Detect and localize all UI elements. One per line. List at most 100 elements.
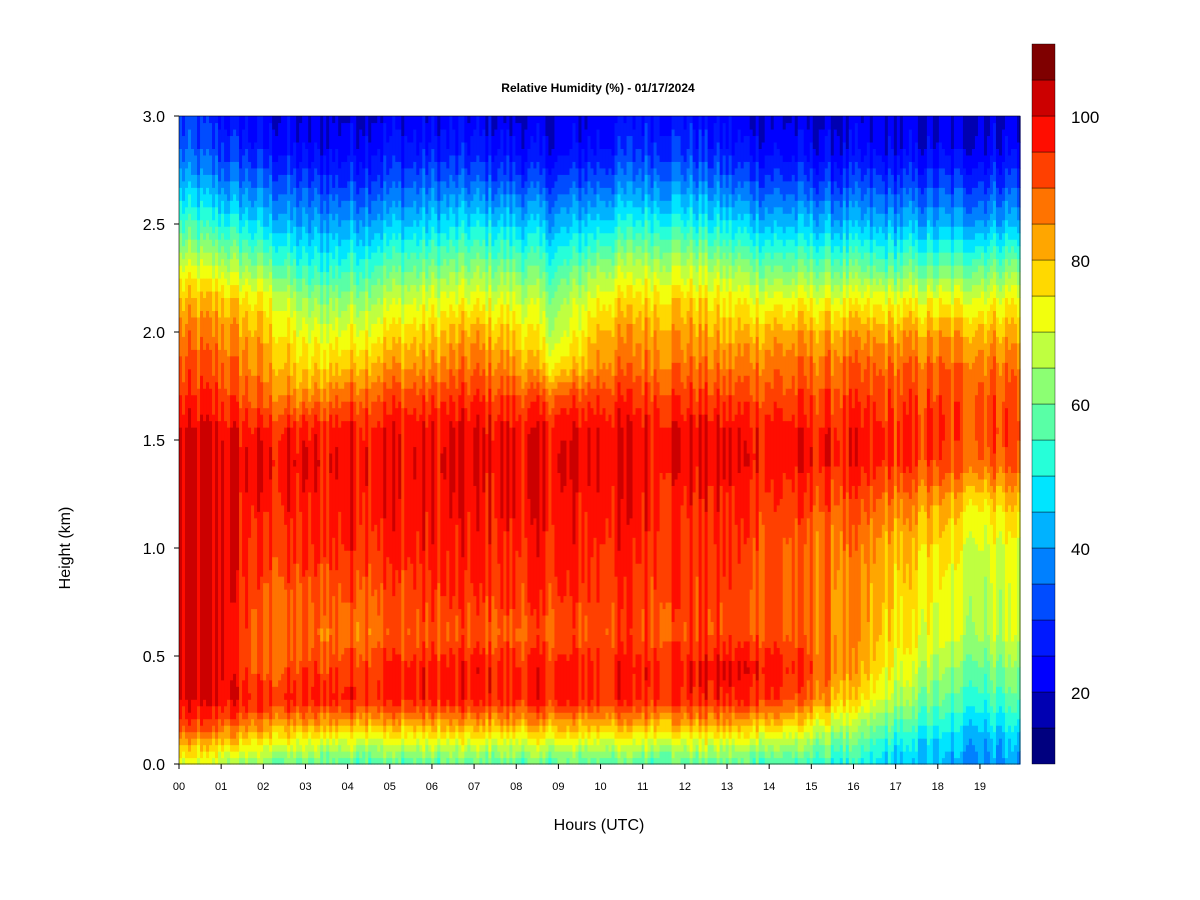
heatmap-cell [623, 725, 628, 739]
heatmap-cell [224, 252, 228, 266]
heatmap-cell [506, 744, 510, 759]
heatmap-cell [185, 718, 189, 733]
heatmap-cell [611, 116, 616, 156]
heatmap-cell [371, 647, 375, 707]
heatmap-cell [284, 589, 288, 668]
heatmap-cell [200, 167, 204, 188]
heatmap-cell [326, 744, 330, 752]
heatmap-cell [404, 569, 408, 661]
heatmap-cell [311, 375, 315, 396]
heatmap-cell [326, 174, 330, 195]
heatmap-cell [608, 116, 613, 149]
heatmap-cell [701, 751, 706, 759]
heatmap-cell [404, 388, 408, 409]
heatmap-cell [719, 232, 724, 247]
heatmap-cell [545, 388, 550, 402]
heatmap-cell [203, 420, 207, 700]
heatmap-cell [716, 757, 721, 765]
heatmap-cell [614, 239, 619, 253]
heatmap-cell [545, 362, 550, 376]
heatmap-cell [302, 401, 306, 415]
heatmap-cell [641, 731, 646, 739]
heatmap-cell [563, 368, 568, 383]
heatmap-cell [236, 686, 240, 700]
heatmap-cell [566, 394, 571, 415]
heatmap-cell [401, 388, 405, 409]
heatmap-cell [281, 154, 285, 175]
heatmap-cell [572, 381, 577, 396]
heatmap-cell [740, 167, 745, 188]
heatmap-cell [395, 744, 399, 752]
heatmap-cell [308, 206, 312, 234]
heatmap-cell [677, 239, 682, 253]
heatmap-cell [416, 278, 420, 292]
heatmap-cell [200, 757, 204, 765]
heatmap-cell [446, 187, 450, 208]
heatmap-cell [473, 718, 477, 733]
heatmap-cell [206, 381, 210, 415]
heatmap-cell [677, 394, 682, 428]
heatmap-cell [299, 660, 303, 713]
heatmap-cell [194, 206, 198, 221]
heatmap-cell [419, 116, 423, 143]
heatmap-cell [269, 284, 273, 299]
heatmap-cell [710, 485, 715, 623]
heatmap-cell [509, 355, 513, 376]
heatmap-cell [569, 705, 574, 713]
heatmap-cell [446, 621, 450, 642]
heatmap-cell [200, 705, 204, 726]
heatmap-cell [323, 718, 327, 733]
heatmap-cell [224, 738, 228, 746]
heatmap-cell [266, 187, 270, 208]
heatmap-cell [476, 154, 480, 175]
heatmap-cell [683, 744, 688, 759]
heatmap-cell [302, 491, 306, 577]
heatmap-cell [713, 543, 718, 648]
heatmap-cell [332, 712, 336, 720]
heatmap-cell [497, 187, 501, 208]
heatmap-cell [239, 232, 243, 253]
heatmap-cell [596, 751, 601, 765]
heatmap-cell [461, 725, 465, 733]
heatmap-cell [629, 712, 634, 726]
heatmap-cell [713, 718, 718, 726]
heatmap-cell [689, 206, 694, 227]
heatmap-cell [182, 310, 186, 337]
heatmap-cell [722, 731, 727, 739]
heatmap-cell [695, 167, 700, 188]
heatmap-cell [362, 388, 366, 409]
heatmap-cell [479, 699, 483, 713]
heatmap-cell [179, 744, 183, 759]
heatmap-cell [740, 355, 745, 383]
heatmap-cell [335, 446, 339, 480]
heatmap-cell [542, 271, 547, 292]
heatmap-cell [548, 712, 553, 720]
heatmap-cell [659, 472, 664, 603]
heatmap-cell [623, 751, 628, 759]
heatmap-cell [215, 265, 219, 279]
heatmap-cell [284, 213, 288, 234]
heatmap-cell [572, 232, 577, 247]
heatmap-cell [560, 154, 565, 175]
heatmap-cell [434, 161, 438, 182]
heatmap-cell [329, 232, 333, 253]
heatmap-cell [533, 401, 538, 428]
heatmap-cell [461, 252, 465, 266]
heatmap-cell [638, 206, 643, 221]
heatmap-cell [368, 563, 372, 629]
heatmap-cell [461, 278, 465, 299]
heatmap-cell [620, 310, 625, 337]
heatmap-cell [398, 751, 402, 765]
heatmap-cell [422, 375, 426, 396]
heatmap-cell [506, 349, 510, 376]
heatmap-cell [638, 712, 643, 720]
heatmap-cell [464, 232, 468, 247]
heatmap-cell [749, 731, 754, 739]
heatmap-cell [689, 193, 694, 208]
heatmap-cell [272, 200, 276, 221]
heatmap-cell [503, 303, 507, 324]
heatmap-cell [332, 537, 336, 597]
heatmap-cell [656, 407, 661, 532]
heatmap-cell [614, 206, 619, 227]
heatmap-cell [500, 128, 504, 162]
